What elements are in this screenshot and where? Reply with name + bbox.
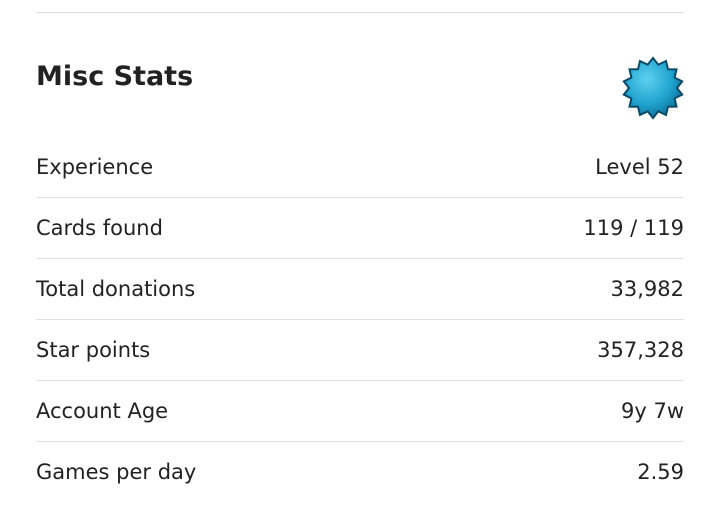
stat-value: 9y 7w	[621, 399, 684, 423]
stat-row: Star points 357,328	[36, 320, 684, 381]
section-title: Misc Stats	[36, 61, 194, 92]
stat-label: Experience	[36, 155, 154, 179]
stat-label: Cards found	[36, 216, 163, 240]
stat-value: 33,982	[610, 277, 684, 301]
stat-value: 2.59	[637, 460, 684, 484]
stat-value: Level 52	[595, 155, 684, 179]
divider	[36, 12, 684, 13]
stats-list: Experience Level 52 Cards found 119 / 119 To…	[36, 137, 684, 502]
stat-row: Experience Level 52	[36, 137, 684, 198]
stat-row: Games per day 2.59	[36, 442, 684, 502]
stat-row: Cards found 119 / 119	[36, 198, 684, 259]
stat-value: 357,328	[597, 338, 684, 362]
stat-label: Total donations	[36, 277, 196, 301]
badge-icon	[622, 56, 684, 120]
stat-row: Total donations 33,982	[36, 259, 684, 320]
stat-row: Account Age 9y 7w	[36, 381, 684, 442]
stat-value: 119 / 119	[583, 216, 684, 240]
stat-label: Account Age	[36, 399, 169, 423]
stat-label: Star points	[36, 338, 151, 362]
badge-shape	[622, 56, 684, 120]
stat-label: Games per day	[36, 460, 197, 484]
